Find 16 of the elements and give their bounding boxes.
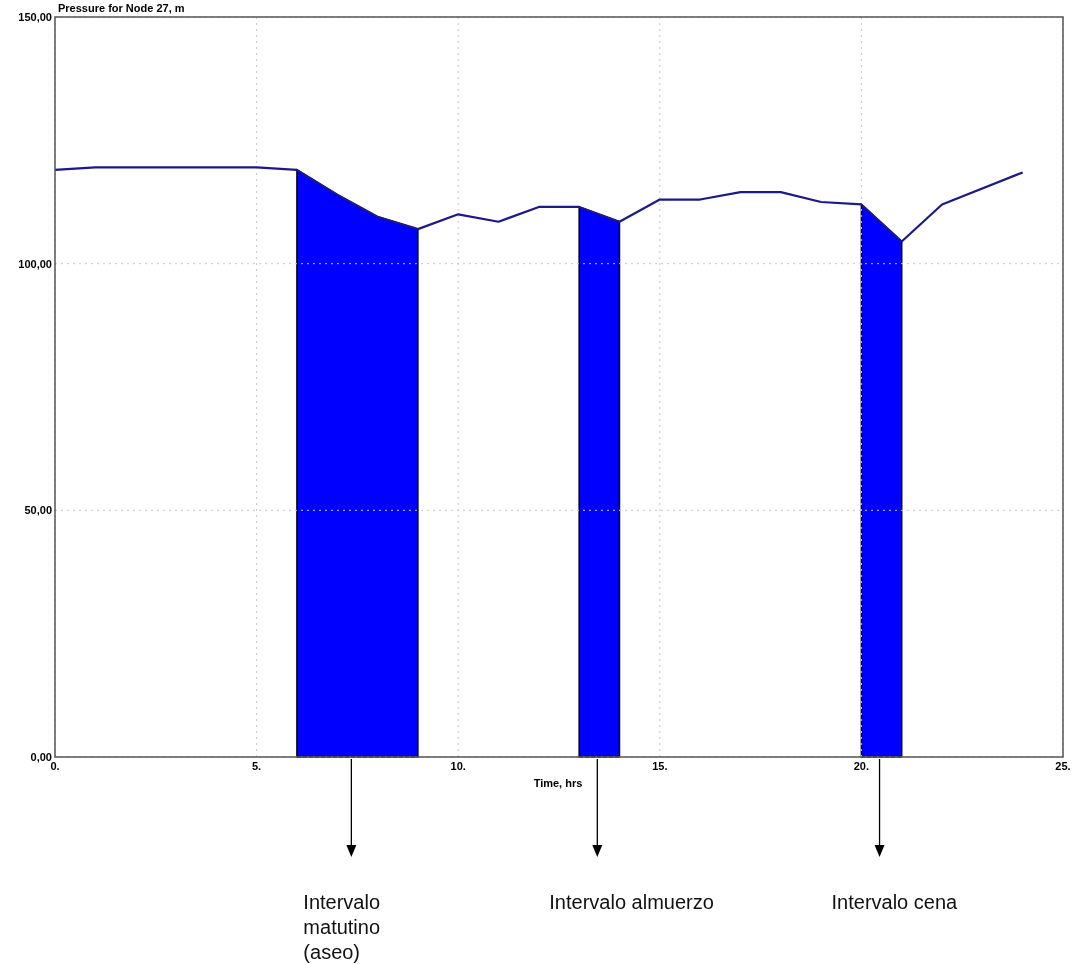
x-tick-label: 25. xyxy=(1055,760,1071,772)
text: Intervalo almuerzo xyxy=(549,891,714,913)
x-tick-label: 5. xyxy=(252,760,262,772)
y-tick-label: 0,00 xyxy=(30,751,52,763)
y-tick-label: 150,00 xyxy=(18,11,52,23)
text: Intervalo matutino (aseo) xyxy=(303,891,381,963)
x-axis-title: Time, hrs xyxy=(533,777,583,789)
x-tick-label: 15. xyxy=(652,760,668,772)
y-tick-label: 100,00 xyxy=(18,257,52,270)
y-tick-label: 50,00 xyxy=(24,504,52,517)
x-tick-label: 20. xyxy=(853,760,870,772)
chart-title: Pressure for Node 27, m xyxy=(58,2,185,14)
text: Intervalo cena xyxy=(831,891,959,913)
x-tick-label: 0. xyxy=(50,760,60,772)
x-tick-label: 10. xyxy=(450,760,466,772)
line-series xyxy=(53,166,1024,243)
